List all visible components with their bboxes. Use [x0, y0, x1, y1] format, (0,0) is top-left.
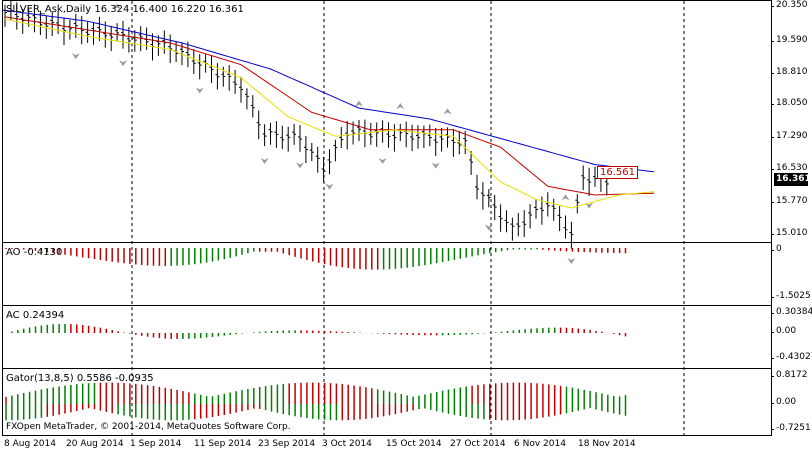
- fractal-down-icon: [378, 158, 387, 165]
- date-label: 1 Sep 2014: [130, 439, 182, 449]
- date-label: 15 Oct 2014: [386, 439, 442, 449]
- ao-label: AO -0.4130: [6, 247, 63, 258]
- date-label: 23 Sep 2014: [258, 439, 316, 449]
- ac-label: AC 0.24394: [6, 310, 65, 321]
- date-label: 20 Aug 2014: [66, 439, 124, 449]
- gator-scale: 0.8172 0.00 -0.7251: [770, 368, 812, 436]
- alligator-jaw-line: [4, 9, 655, 173]
- main-header-label: SILVER_Ask,Daily 16.324 16.400 16.220 16…: [6, 4, 244, 15]
- ao-tick: 0: [771, 244, 782, 254]
- fractal-up-icon: [113, 3, 122, 10]
- main-price-scale: 20.350 19.590 18.810 18.050 17.290 16.53…: [771, 0, 812, 243]
- price-tick: 15.770: [771, 196, 808, 206]
- gator-tick: 0.00: [770, 397, 797, 407]
- date-label: 6 Nov 2014: [514, 439, 566, 449]
- ao-scale: 0 -1.5025: [771, 242, 812, 306]
- fractal-down-icon: [484, 224, 493, 231]
- fractal-down-icon: [567, 257, 576, 264]
- alligator-lips-line: [4, 18, 655, 209]
- fractal-up-icon: [396, 103, 405, 110]
- price-tick: 15.010: [771, 228, 808, 238]
- fractal-down-icon: [71, 53, 80, 60]
- fractal-up-icon: [561, 194, 570, 201]
- price-marker-label: 16.561: [597, 166, 638, 179]
- ao-tick: -1.5025: [771, 291, 811, 301]
- fractal-down-icon: [296, 162, 304, 169]
- alligator-teeth-line: [4, 16, 655, 196]
- fractal-down-icon: [195, 87, 204, 94]
- ac-tick: -0.43027: [770, 352, 812, 362]
- date-label: 11 Sep 2014: [194, 439, 252, 449]
- fractal-up-icon: [355, 100, 363, 107]
- last-price-badge: 16.361: [774, 173, 811, 186]
- fractal-down-icon: [431, 162, 440, 169]
- fractal-up-icon: [443, 108, 452, 115]
- price-tick: 18.810: [771, 67, 808, 77]
- ac-scale: 0.30384 0.00 -0.43027: [770, 305, 812, 369]
- date-label: 8 Aug 2014: [4, 439, 56, 449]
- copyright-label: FXOpen MetaTrader, © 2001-2014, MetaQuot…: [6, 422, 291, 432]
- ac-tick: 0.00: [770, 326, 797, 336]
- fractal-down-icon: [325, 183, 334, 190]
- fractal-down-icon: [119, 60, 127, 67]
- gator-label: Gator(13,8,5) 0.5586 -0.0935: [6, 373, 154, 384]
- price-tick: 18.050: [771, 98, 808, 108]
- price-tick: 17.290: [771, 131, 808, 141]
- ac-tick: 0.30384: [770, 307, 812, 317]
- date-label: 18 Nov 2014: [578, 439, 636, 449]
- date-label: 27 Oct 2014: [450, 439, 506, 449]
- date-label: 3 Oct 2014: [322, 439, 372, 449]
- fractal-down-icon: [260, 158, 269, 165]
- price-tick: 19.590: [771, 35, 808, 45]
- gator-tick: 0.8172: [771, 370, 808, 380]
- price-tick: 20.350: [771, 0, 808, 10]
- price-tick: 16.530: [771, 163, 808, 173]
- gator-tick: -0.7251: [771, 423, 811, 433]
